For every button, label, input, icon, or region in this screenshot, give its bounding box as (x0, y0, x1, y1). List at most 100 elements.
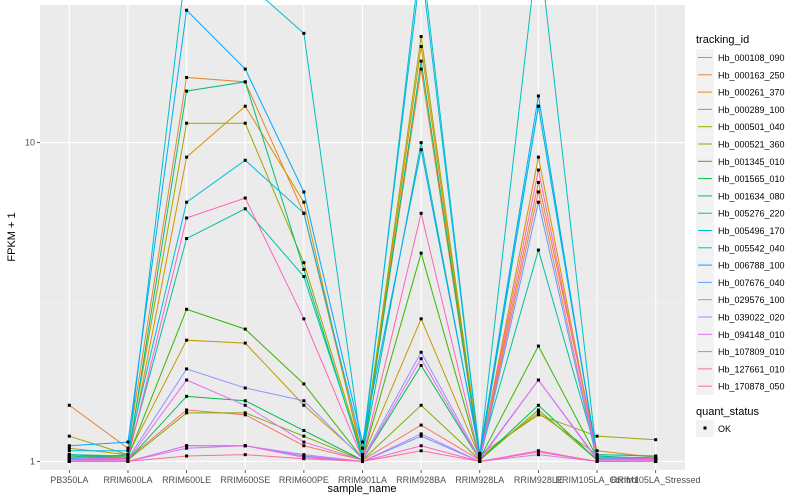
data-point (419, 35, 423, 39)
data-point (302, 444, 306, 448)
data-point (302, 190, 306, 194)
data-point (536, 411, 540, 415)
data-point (478, 457, 482, 461)
data-point (536, 248, 540, 252)
data-point (243, 67, 247, 71)
legend-label: Hb_094148_010 (718, 330, 785, 340)
data-point (302, 399, 306, 403)
data-point (536, 378, 540, 382)
data-point (185, 155, 189, 159)
data-point (654, 459, 658, 463)
data-point (536, 104, 540, 108)
data-point (536, 413, 540, 417)
data-point (419, 317, 423, 321)
data-point (302, 440, 306, 444)
x-axis: PB350LA RRIM600LA RRIM600LE RRIM600SE RRIM60… (50, 470, 700, 485)
data-point (243, 386, 247, 390)
legend-quant-status: quant_status OK (696, 406, 759, 437)
data-point (654, 457, 658, 461)
legend-quant-status-title: quant_status (696, 406, 759, 418)
data-point (243, 104, 247, 108)
data-point (185, 237, 189, 241)
data-point (302, 31, 306, 35)
x-tick-label: RRIM600LA (103, 475, 152, 485)
data-point (419, 363, 423, 367)
data-point (243, 453, 247, 457)
data-point (185, 411, 189, 415)
y-axis: 1 10 (25, 138, 40, 466)
data-point (67, 444, 71, 448)
data-point (67, 403, 71, 407)
legend-label: Hb_001634_080 (718, 191, 785, 201)
x-tick-label: RRIM928LE (514, 475, 563, 485)
data-point (126, 449, 130, 453)
data-point (361, 459, 364, 463)
legend-label: Hb_005542_040 (718, 243, 785, 253)
x-tick-label: RRIM600PE (279, 475, 329, 485)
legend-label: Hb_107809_010 (718, 347, 785, 357)
legend-label: Hb_000521_360 (718, 140, 785, 150)
data-point (185, 75, 189, 79)
data-point (243, 403, 247, 407)
data-point (185, 378, 189, 382)
legend-tracking-id: tracking_id Hb_000108_090 Hb_000163_250 Hb… (696, 34, 785, 395)
data-point (419, 423, 423, 427)
data-point (243, 207, 247, 211)
x-tick-label: RRIM928BA (396, 475, 446, 485)
data-point (67, 434, 71, 438)
data-point (361, 453, 364, 457)
data-point (185, 367, 189, 371)
data-point (302, 403, 306, 407)
data-point (419, 357, 423, 361)
legend-label: Hb_007676_040 (718, 278, 785, 288)
data-point (536, 200, 540, 204)
data-point (302, 275, 306, 279)
data-point (243, 196, 247, 200)
legend-label: Hb_170878_050 (718, 382, 785, 392)
data-point (185, 307, 189, 311)
data-point (185, 444, 189, 448)
data-point (302, 200, 306, 204)
data-point (243, 444, 247, 448)
data-point (185, 121, 189, 125)
data-point (595, 453, 599, 457)
y-axis-title: FPKM + 1 (6, 212, 18, 261)
x-axis-title: sample_name (327, 483, 396, 495)
data-point (419, 251, 423, 255)
data-point (185, 394, 189, 398)
data-point (302, 267, 306, 271)
data-point (126, 446, 130, 450)
data-point (361, 446, 364, 450)
legend-label: Hb_029576_100 (718, 295, 785, 305)
data-point (67, 446, 71, 450)
data-point (67, 449, 71, 453)
data-point (243, 121, 247, 125)
data-point (419, 403, 423, 407)
legend-label: Hb_000261_370 (718, 88, 785, 98)
data-point (243, 411, 247, 415)
data-point (419, 211, 423, 215)
data-point (67, 459, 71, 463)
data-point (126, 440, 130, 444)
data-point (185, 200, 189, 204)
x-tick-label: RRIM600SE (220, 475, 270, 485)
data-point (302, 434, 306, 438)
data-point (302, 317, 306, 321)
data-point (536, 155, 540, 159)
data-point (185, 454, 189, 458)
data-point (536, 408, 540, 412)
data-point (419, 67, 423, 71)
data-point (419, 449, 423, 453)
y-tick-label: 10 (25, 138, 35, 148)
data-point (419, 444, 423, 448)
data-point (302, 382, 306, 386)
data-point (126, 453, 130, 457)
legend-label: Hb_000501_040 (718, 122, 785, 132)
data-point (536, 450, 540, 454)
data-point (361, 440, 364, 444)
data-point (67, 455, 71, 459)
data-point (243, 327, 247, 331)
data-point (185, 216, 189, 220)
legend-label: Hb_005276_220 (718, 209, 785, 219)
